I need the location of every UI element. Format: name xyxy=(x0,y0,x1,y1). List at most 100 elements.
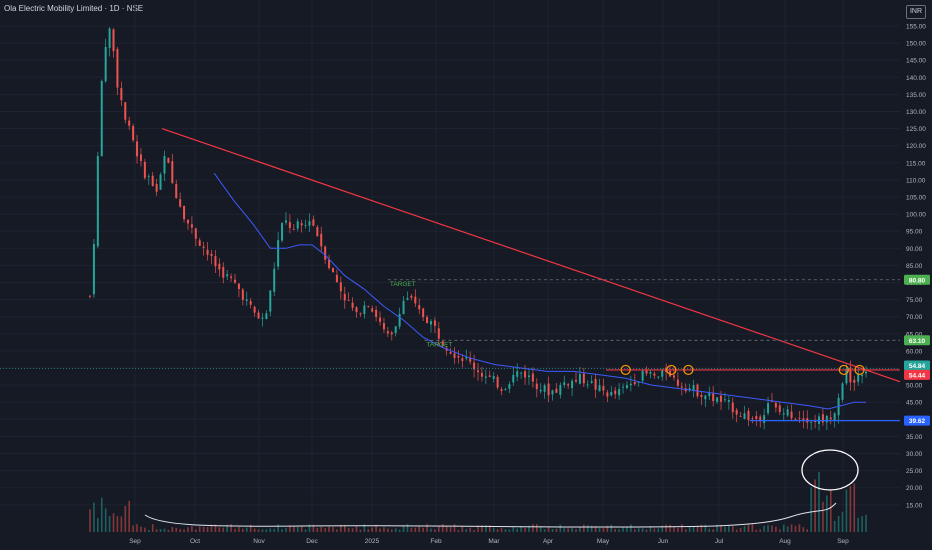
candle xyxy=(633,382,636,385)
candle xyxy=(547,383,550,396)
volume-bar xyxy=(645,529,648,532)
volume-bar xyxy=(430,528,432,532)
volume-bar xyxy=(206,527,209,532)
candle xyxy=(371,308,374,312)
volume-bar xyxy=(324,528,326,532)
candle xyxy=(555,388,558,393)
volume-bar xyxy=(300,525,303,532)
volume-bar xyxy=(853,483,856,532)
candle xyxy=(104,46,107,82)
volume-bar xyxy=(818,472,820,532)
volume-bar xyxy=(281,529,283,532)
volume-bar xyxy=(755,529,758,532)
currency-badge[interactable]: INR xyxy=(906,5,926,19)
y-tick-label: 135.00 xyxy=(906,92,926,99)
price-label: 80.80 xyxy=(909,277,926,284)
y-tick-label: 65.00 xyxy=(906,331,923,338)
price-label-box xyxy=(904,360,930,371)
y-tick-label: 110.00 xyxy=(906,177,926,184)
candle xyxy=(136,141,139,157)
x-tick-label: Feb xyxy=(430,538,442,545)
volume-bar xyxy=(410,527,413,532)
volume-bar xyxy=(218,527,221,532)
y-tick-label: 105.00 xyxy=(906,195,926,202)
volume-bar xyxy=(179,529,181,532)
candle xyxy=(406,298,409,300)
volume-bar xyxy=(684,529,687,532)
candle xyxy=(539,389,542,392)
volume-bar xyxy=(716,524,718,532)
volume-bar xyxy=(398,529,401,532)
volume-bars xyxy=(89,472,867,532)
candle xyxy=(390,332,393,335)
volume-bar xyxy=(445,526,448,532)
volume-bar xyxy=(739,527,742,532)
candle xyxy=(335,274,338,283)
volume-bar xyxy=(633,529,636,532)
price-label-box xyxy=(904,335,930,346)
volume-bar xyxy=(222,527,225,532)
x-tick-label: Dec xyxy=(306,538,318,545)
touch-point-circle xyxy=(666,364,677,376)
volume-bar xyxy=(865,514,867,532)
candle xyxy=(543,385,546,392)
volume-bar xyxy=(790,524,793,532)
candle xyxy=(218,263,221,270)
candle xyxy=(641,370,644,381)
volume-bar xyxy=(293,525,295,532)
candle xyxy=(426,317,429,324)
candle xyxy=(355,307,358,313)
volume-bar xyxy=(104,508,107,532)
candle xyxy=(575,379,577,382)
volume-bar xyxy=(630,524,632,532)
volume-bar xyxy=(202,526,205,532)
candle xyxy=(453,353,456,359)
candle xyxy=(324,246,327,260)
volume-bar xyxy=(108,516,111,532)
candle xyxy=(770,401,773,402)
candle xyxy=(735,409,738,415)
volume-bar xyxy=(520,526,522,532)
candle xyxy=(382,323,385,330)
candle xyxy=(672,375,675,378)
candle xyxy=(845,368,848,384)
price-label-box xyxy=(904,415,930,426)
touch-point-circle xyxy=(838,364,849,376)
candle xyxy=(520,372,523,374)
volume-bar xyxy=(195,529,197,532)
candle xyxy=(132,125,135,141)
volume-bar xyxy=(159,529,162,532)
candle xyxy=(179,199,182,207)
candle xyxy=(606,392,609,397)
candle xyxy=(151,175,154,186)
candle xyxy=(210,253,213,257)
candle xyxy=(308,221,311,226)
volume-bar xyxy=(857,517,859,532)
candle xyxy=(582,373,585,384)
volume-bar xyxy=(681,524,683,532)
volume-bar xyxy=(234,528,236,532)
volume-bar xyxy=(822,501,824,532)
volume-bar xyxy=(492,527,495,532)
candle xyxy=(351,302,354,308)
volume-bar xyxy=(500,527,503,532)
x-tick-label: Jul xyxy=(715,538,724,545)
candle xyxy=(190,224,193,228)
touch-point-circle xyxy=(854,364,865,376)
candle xyxy=(504,389,507,391)
volume-bar xyxy=(724,526,726,532)
volume-bar xyxy=(602,528,605,532)
candle xyxy=(320,233,323,247)
candle xyxy=(618,389,621,396)
candle xyxy=(418,305,421,310)
candle xyxy=(622,386,625,388)
volume-bar xyxy=(422,527,424,532)
candle xyxy=(849,367,852,383)
candle xyxy=(727,400,730,402)
x-tick-label: 2025 xyxy=(365,538,380,545)
candle xyxy=(304,224,307,226)
volume-bar xyxy=(253,528,256,532)
candle xyxy=(273,268,276,292)
volume-bar xyxy=(551,529,554,532)
